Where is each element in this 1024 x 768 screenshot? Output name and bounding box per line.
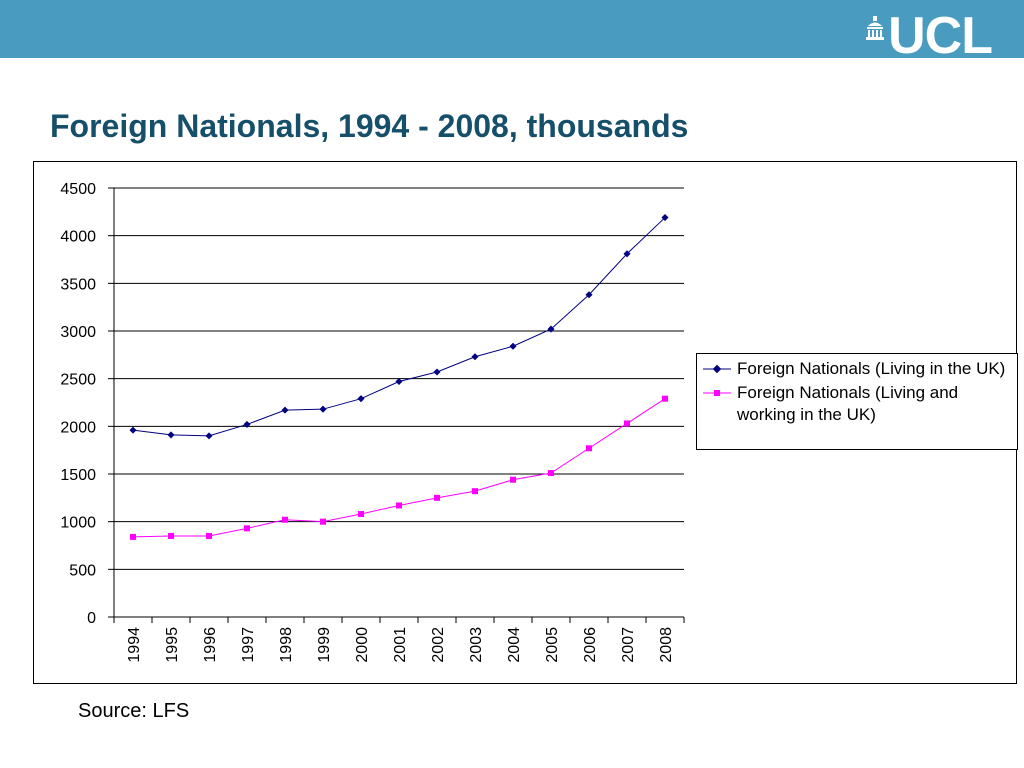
x-tick-label: 1994 — [126, 627, 143, 663]
x-tick-label: 1998 — [278, 627, 295, 663]
data-point — [624, 420, 630, 427]
data-point — [586, 445, 592, 452]
source-note: Source: LFS — [78, 700, 190, 722]
data-point — [661, 214, 669, 222]
data-point — [243, 420, 251, 428]
header-bar: UCL — [0, 0, 1024, 65]
data-point — [130, 533, 136, 540]
data-point — [168, 532, 174, 539]
data-point — [167, 431, 175, 439]
data-point — [547, 325, 555, 333]
chart-area: 0 500 1000 1500 2000 2500 3000 3500 4000 4500 1994… — [33, 161, 1018, 684]
data-point — [509, 342, 517, 350]
data-point — [472, 488, 478, 495]
ucl-logo: UCL — [866, 7, 993, 65]
data-point — [206, 532, 212, 539]
data-point — [205, 432, 213, 440]
data-point — [396, 502, 402, 509]
y-tick-label: 4500 — [60, 181, 96, 198]
page-title: Foreign Nationals, 1994 - 2008, thousand… — [50, 108, 689, 144]
data-point — [585, 291, 593, 299]
data-point — [281, 406, 289, 414]
data-point — [471, 353, 479, 361]
x-tick-label: 2000 — [354, 627, 371, 663]
y-tick-label: 1000 — [60, 515, 96, 532]
data-point — [320, 518, 326, 525]
logo-text: UCL — [888, 7, 993, 65]
y-tick-label: 2000 — [60, 419, 96, 436]
data-point — [623, 250, 631, 258]
y-tick-label: 1500 — [60, 467, 96, 484]
data-point — [662, 395, 668, 402]
data-point — [129, 426, 137, 434]
data-point — [548, 470, 554, 477]
x-tick-label: 2003 — [468, 627, 485, 663]
data-point — [510, 476, 516, 483]
x-tick-label: 1999 — [316, 627, 333, 663]
data-point — [319, 405, 327, 413]
x-tick-label: 1996 — [202, 627, 219, 663]
data-point — [282, 516, 288, 523]
y-tick-label: 4000 — [60, 229, 96, 246]
legend-label: Foreign Nationals (Living in the UK) — [737, 359, 1006, 378]
x-tick-label: 2007 — [620, 627, 637, 663]
x-tick-label: 2004 — [506, 627, 523, 663]
x-tick-label: 2001 — [392, 627, 409, 663]
series-line — [132, 217, 666, 437]
legend-item-living: Foreign Nationals (Living in the UK) — [703, 358, 1013, 380]
y-tick-label: 2500 — [60, 372, 96, 389]
data-point — [358, 511, 364, 518]
data-point — [357, 395, 365, 403]
legend-key-diamond — [703, 364, 731, 374]
data-point — [244, 525, 250, 532]
y-tick-label: 500 — [69, 562, 96, 579]
legend-label: Foreign Nationals (Living and working in… — [737, 383, 959, 424]
x-tick-label: 2002 — [430, 627, 447, 663]
portico-icon — [866, 16, 885, 40]
x-tick-label: 2005 — [544, 627, 561, 663]
x-tick-label: 2006 — [582, 627, 599, 663]
chart-legend: Foreign Nationals (Living in the UK) For… — [696, 353, 1018, 450]
y-tick-label: 3500 — [60, 276, 96, 293]
x-tick-label: 2008 — [658, 627, 675, 663]
y-tick-label: 3000 — [60, 324, 96, 341]
series-line — [132, 398, 666, 538]
y-tick-label: 0 — [87, 610, 96, 627]
x-tick-label: 1995 — [164, 627, 181, 663]
legend-key-square — [703, 390, 731, 396]
legend-item-working: Foreign Nationals (Living and working in… — [703, 382, 1013, 426]
data-point — [434, 494, 440, 501]
data-point — [433, 368, 441, 376]
data-point — [395, 377, 403, 386]
line-chart: 0 500 1000 1500 2000 2500 3000 3500 4000 4500 1994… — [60, 181, 685, 663]
x-tick-label: 1997 — [240, 627, 257, 663]
